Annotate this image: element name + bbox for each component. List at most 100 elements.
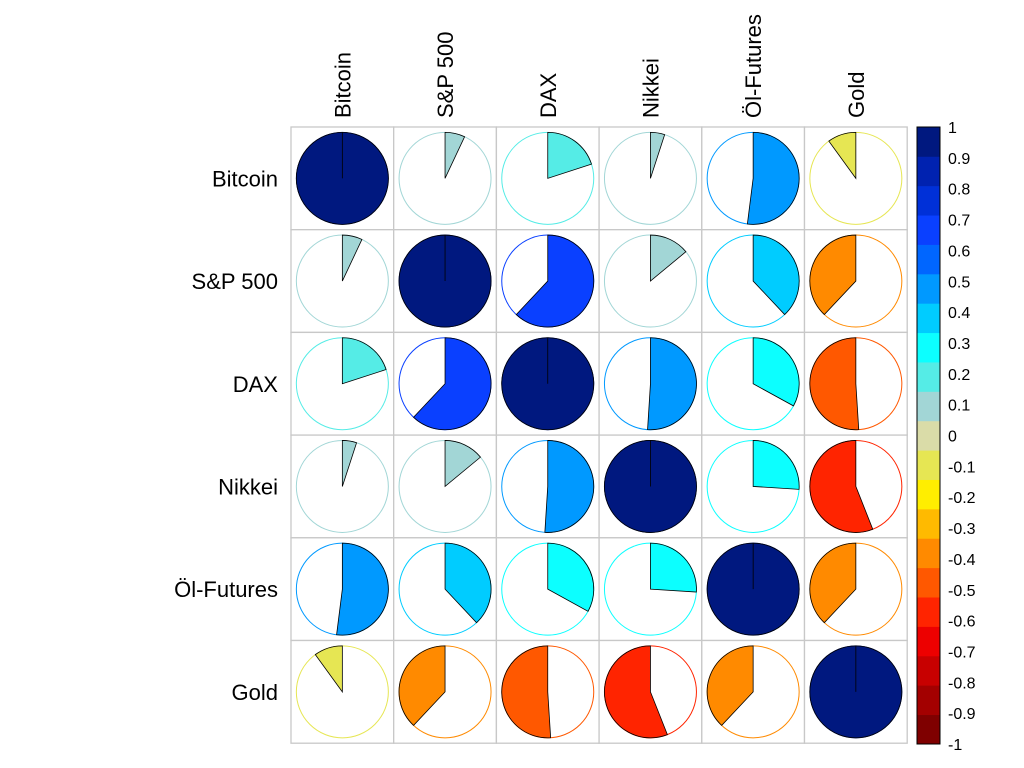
pie-slice <box>604 645 668 739</box>
matrix-cell <box>598 537 703 642</box>
matrix-cell <box>495 537 600 642</box>
matrix-cell <box>598 434 703 539</box>
colorbar-tick-label: 1 <box>948 120 957 137</box>
colorbar-segment <box>917 391 940 422</box>
pie-slice <box>809 542 857 624</box>
colorbar-tick-label: 0.3 <box>948 336 970 353</box>
pie-slice <box>444 131 466 179</box>
colorbar-segment <box>917 479 940 510</box>
column-label-gold: Gold <box>844 72 869 118</box>
colorbar-segment <box>917 127 940 157</box>
pie-slice <box>650 234 687 282</box>
matrix-cell <box>495 434 600 539</box>
colorbar-tick-label: -0.5 <box>948 583 976 600</box>
matrix-cell <box>598 639 703 744</box>
row-label-sandp-500: S&P 500 <box>192 269 278 294</box>
pie-slice <box>336 542 389 636</box>
matrix-cell <box>803 331 908 436</box>
matrix-cell <box>598 126 703 231</box>
colorbar-segment <box>917 538 940 569</box>
matrix-cell <box>701 126 806 231</box>
pie-slice <box>398 645 446 726</box>
matrix-cell <box>393 331 498 436</box>
column-label-bitcoin: Bitcoin <box>330 52 355 118</box>
pie-slice <box>706 645 754 726</box>
colorbar-segment <box>917 567 940 598</box>
colorbar-tick-label: 0.2 <box>948 367 970 384</box>
matrix-cell <box>803 639 908 744</box>
matrix-cell <box>290 229 395 334</box>
colorbar-segment <box>917 597 940 627</box>
pie-slice <box>650 542 697 593</box>
pie-slice <box>444 542 492 624</box>
pie-slice <box>412 337 492 431</box>
matrix-cell <box>495 229 600 334</box>
colorbar-tick-label: 0.5 <box>948 274 970 291</box>
matrix-cell <box>290 639 395 744</box>
matrix-cell <box>393 537 498 642</box>
colorbar-segment <box>917 332 940 363</box>
colorbar-segment <box>917 244 940 275</box>
matrix-cell <box>803 126 908 231</box>
colorbar-segment <box>917 626 940 657</box>
colorbar-tick-label: -1 <box>948 737 962 754</box>
pie-slice <box>650 131 666 179</box>
colorbar-tick-label: 0.1 <box>948 398 970 415</box>
colorbar-tick-label: -0.7 <box>948 644 976 661</box>
colorbar-segment <box>917 508 940 539</box>
colorbar-segment <box>917 655 940 686</box>
colorbar-segment <box>917 156 940 187</box>
pie-slice <box>341 440 358 487</box>
pie-slice <box>341 337 387 385</box>
pie-slice <box>341 234 363 282</box>
colorbar-tick-label: -0.1 <box>948 459 976 476</box>
pie-slice <box>752 440 800 490</box>
matrix-cell <box>290 537 395 642</box>
colorbar-frame <box>916 126 941 745</box>
matrix-cell <box>495 126 600 231</box>
pie-slice <box>544 440 595 533</box>
pie-slice <box>501 645 552 739</box>
pie-slice <box>746 131 800 225</box>
colorbar-segment <box>917 420 940 451</box>
colorbar-tick-label: -0.9 <box>948 706 976 723</box>
pie-slice <box>647 337 697 431</box>
row-label-gold: Gold <box>232 680 278 705</box>
colorbar-tick-label: -0.3 <box>948 521 976 538</box>
pie-slice <box>828 131 857 180</box>
matrix-cell <box>393 126 498 231</box>
matrix-cell <box>803 434 908 539</box>
matrix-cell <box>803 229 908 334</box>
colorbar-tick-label: 0 <box>948 429 957 446</box>
pie-slice <box>515 234 595 328</box>
pie-slice <box>809 337 860 431</box>
matrix-cell <box>495 639 600 744</box>
colorbar-segment <box>917 362 940 392</box>
matrix-cell <box>598 331 703 436</box>
pie-slice <box>314 645 343 694</box>
pie-slice <box>547 542 595 612</box>
colorbar-tick-label: 0.4 <box>948 305 970 322</box>
colorbar-segment <box>917 303 940 334</box>
column-label-ol-futures: Öl-Futures <box>741 14 766 118</box>
column-label-dax: DAX <box>536 72 561 118</box>
colorbar-segment <box>917 215 940 245</box>
matrix-cell <box>393 434 498 539</box>
colorbar: 1 0.9 0.8 0.7 0.6 0.5 0.4 0.3 0.2 0.1 0 -0.1 -0.2 -0.… <box>916 120 976 754</box>
pie-slice <box>547 131 593 179</box>
matrix-cell <box>701 434 806 539</box>
pie-slice <box>809 440 874 533</box>
pie-slice <box>752 234 800 316</box>
matrix-cell <box>290 126 395 231</box>
pie-slice <box>444 440 482 488</box>
colorbar-tick-label: 0.7 <box>948 213 970 230</box>
matrix-cell <box>701 331 806 436</box>
colorbar-tick-label: -0.4 <box>948 552 976 569</box>
matrix-cell <box>701 639 806 744</box>
colorbar-tick-label: -0.8 <box>948 675 976 692</box>
colorbar-tick-label: -0.2 <box>948 490 976 507</box>
matrix-cell <box>393 229 498 334</box>
matrix-cell <box>701 229 806 334</box>
column-label-sandp-500: S&P 500 <box>433 32 458 118</box>
row-label-ol-futures: Öl-Futures <box>174 577 278 602</box>
